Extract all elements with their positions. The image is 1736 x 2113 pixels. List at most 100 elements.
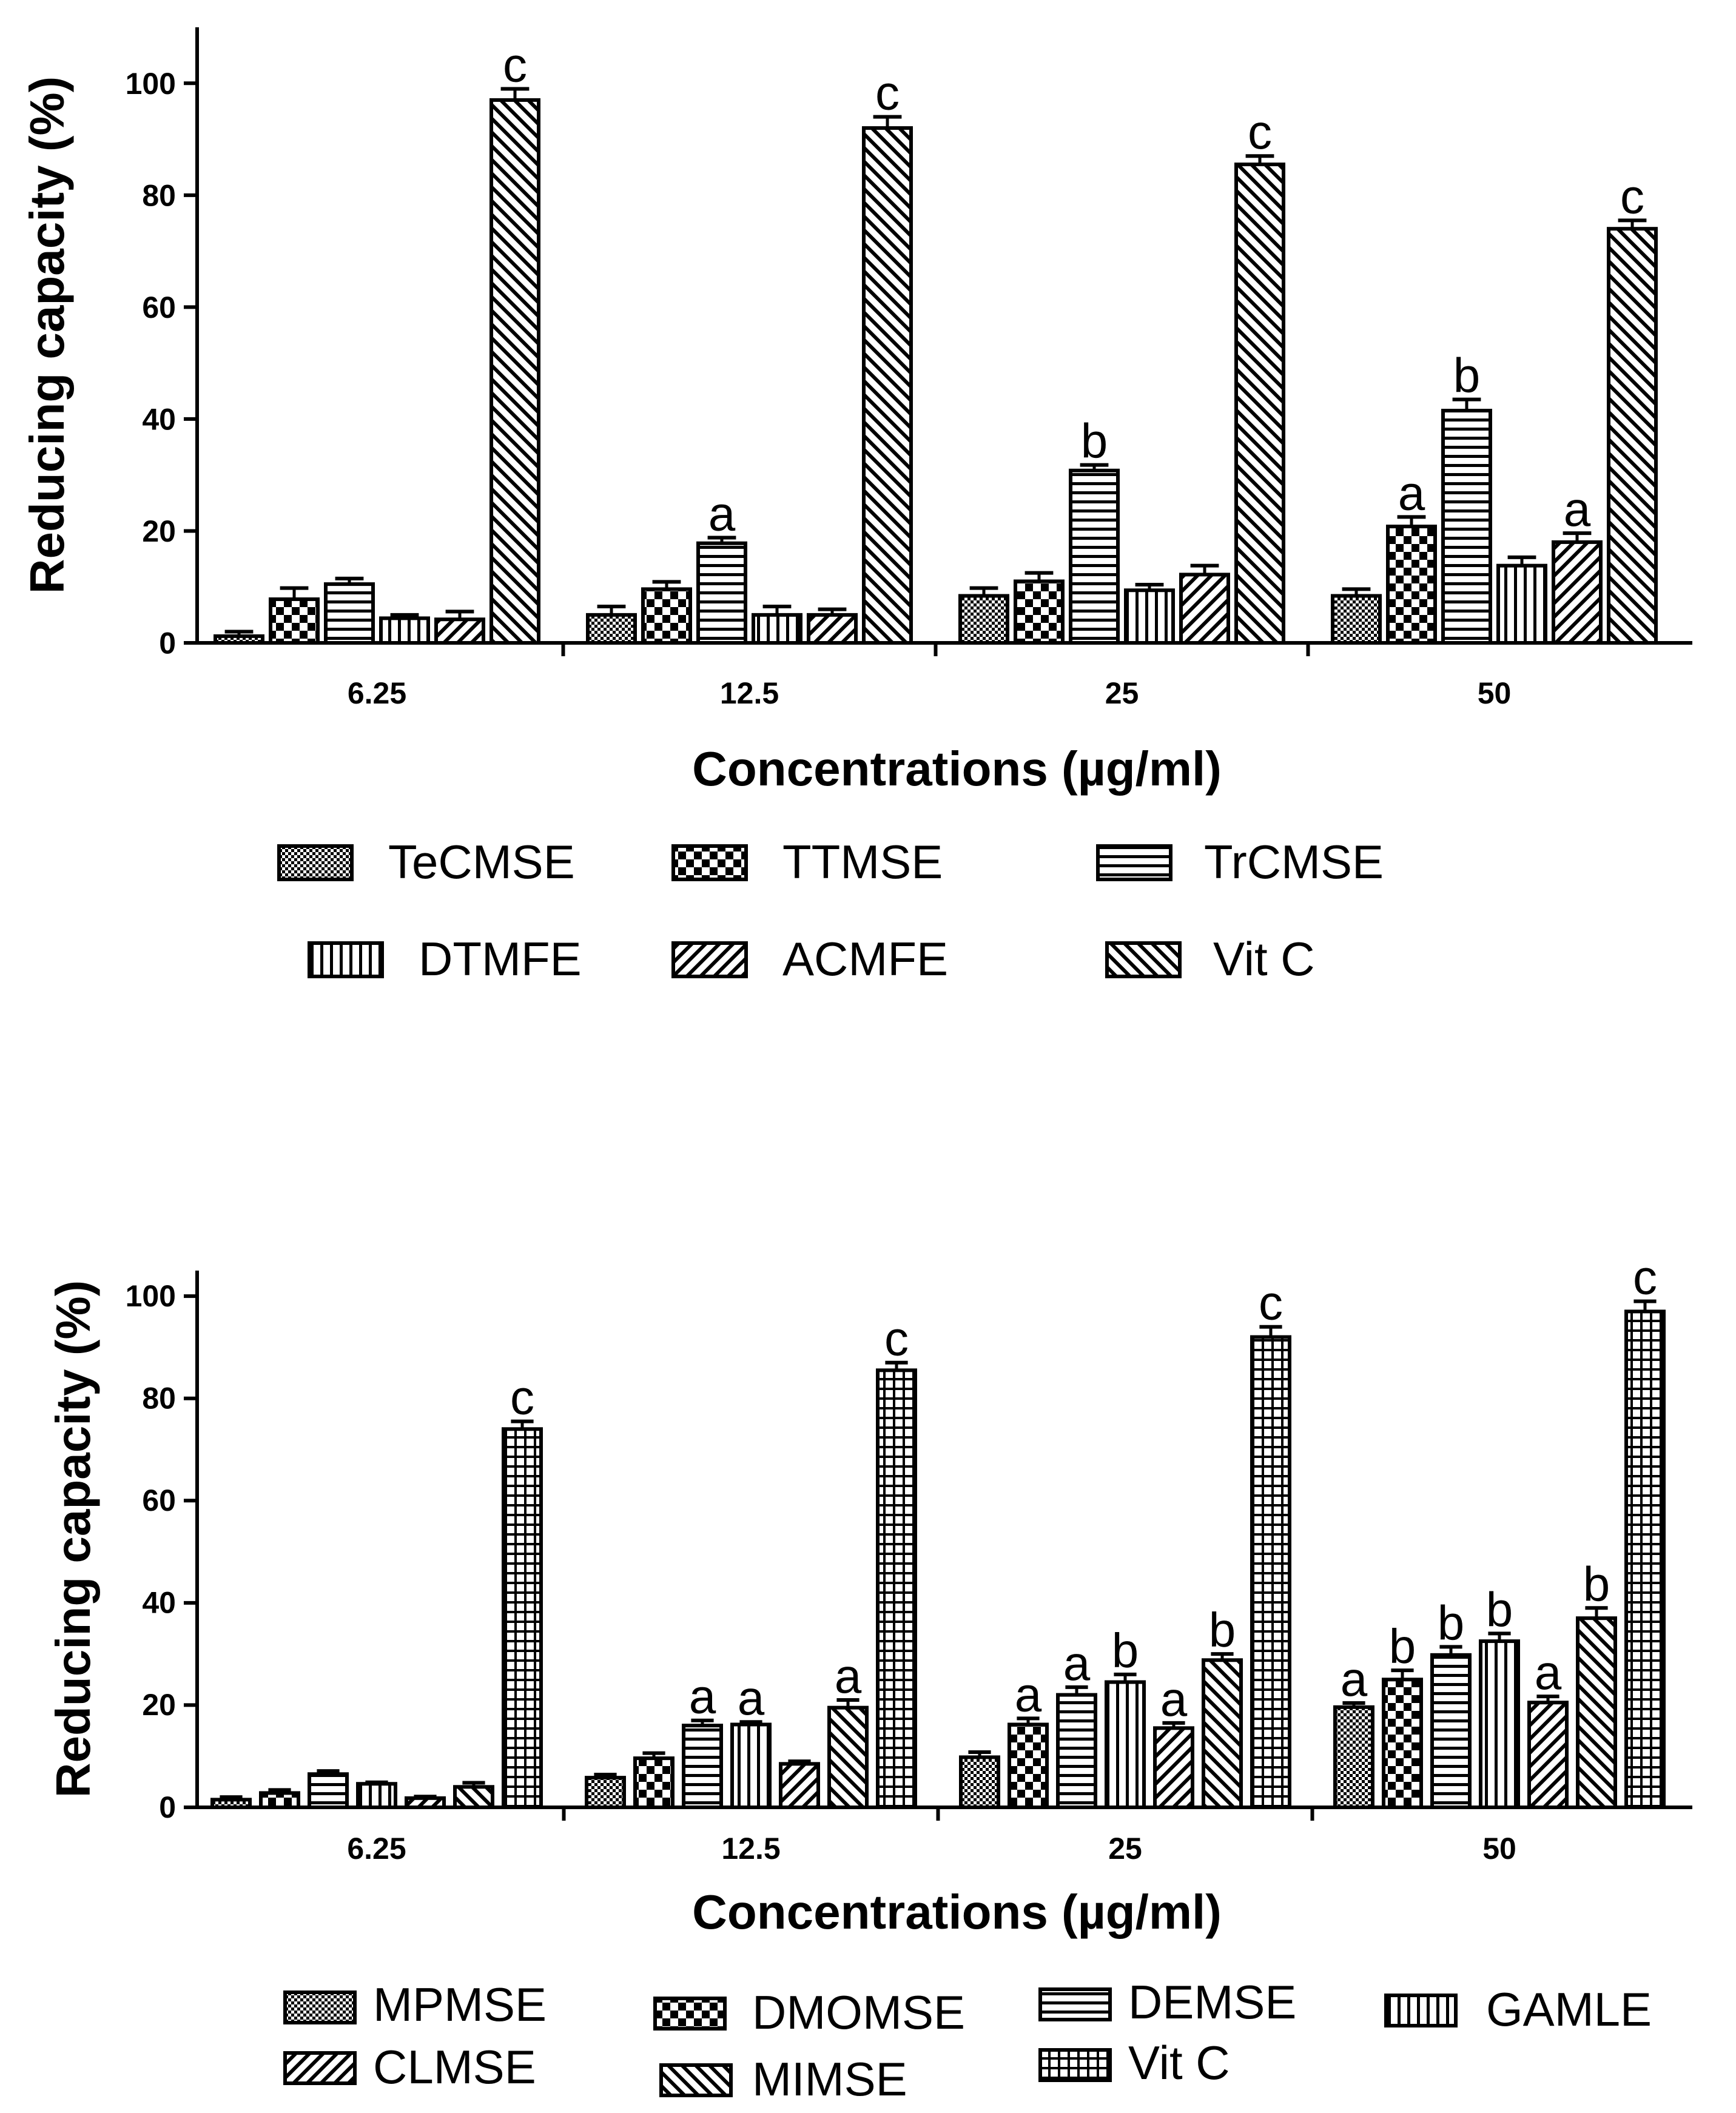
significance-label: c [884,1312,909,1366]
significance-label: c [1633,1251,1657,1305]
significance-label: a [1564,482,1591,536]
bar-dmomse [633,1756,675,1809]
bar-acmfe [1552,540,1603,645]
y-tick-label: 80 [142,1382,176,1416]
legend-label: MPMSE [373,1978,547,2031]
significance-label: a [1063,1636,1091,1690]
legend-swatch [1105,941,1182,978]
bar-dtmfe [1496,563,1547,645]
legend-label: DTMFE [419,932,582,986]
x-tick-label: 12.5 [721,1832,780,1866]
bar-gamle [356,1782,397,1809]
bar-tecmse [958,594,1009,645]
x-tick-label: 6.25 [348,676,406,710]
x-tick-label: 25 [1105,676,1139,710]
bar-mimse [1576,1616,1617,1809]
bar-vit-c [1250,1335,1291,1810]
bar-vit-c [876,1368,917,1810]
significance-label: a [738,1671,765,1725]
significance-label: a [1341,1652,1368,1706]
x-axis-title: Concentrations (µg/ml) [692,742,1222,796]
significance-label: b [1583,1557,1610,1611]
legend-label: Vit C [1213,932,1315,986]
significance-label: c [503,38,527,92]
x-tick-label: 50 [1478,676,1512,710]
bar-acmfe [1179,573,1230,645]
bar-dmomse [1382,1678,1423,1809]
y-tick-label: 0 [159,1790,176,1824]
y-tick-label: 20 [142,514,176,548]
bar-mpmse [1333,1705,1374,1810]
significance-label: b [1438,1596,1465,1650]
bar-clmse [405,1796,446,1810]
legend-swatch [308,941,384,978]
legend-swatch [671,844,748,881]
chart-top: 0 20 40 60 80 100 6.25 12.5 25 50 a a b b a c c c c Reducin… [20,27,1692,986]
legend-label: TTMSE [782,835,943,889]
legend-label: CLMSE [373,2040,536,2094]
significance-label: a [1160,1672,1188,1726]
legend-label: DMOMSE [752,1986,965,2039]
significance-label: b [1112,1624,1139,1678]
bar-trcmse [1441,409,1492,645]
legend-swatch [1038,2048,1112,2082]
bar-tecmse [586,613,637,645]
significance-label: c [1248,105,1272,159]
legend-swatch [1096,844,1172,881]
x-tick-label: 6.25 [347,1832,406,1866]
bar-vit-c [502,1427,543,1809]
bar-trcmse [1069,468,1120,645]
bar-acmfe [434,617,485,645]
legend-swatch [1038,1987,1112,2021]
bar-demse [308,1772,349,1810]
bar-clmse [779,1762,820,1810]
legend-swatch [653,1997,727,2031]
significance-label: a [835,1649,862,1703]
bar-clmse [1153,1726,1194,1810]
bar-trcmse [696,541,747,645]
bar-vit-c [862,126,913,645]
legend-swatch [671,941,748,978]
bar-dtmfe [752,613,802,645]
y-axis-title: Reducing capacity (%) [46,1280,100,1798]
y-tick-label: 100 [126,1279,176,1313]
bar-mimse [827,1705,869,1809]
bar-dmomse [259,1791,300,1809]
bar-vit-c [490,98,540,645]
bar-demse [682,1724,723,1809]
bar-gamle [1479,1639,1520,1810]
y-tick-label: 100 [126,67,176,101]
bar-trcmse [324,582,375,645]
x-tick-label: 25 [1108,1832,1142,1866]
bar-gamle [1105,1680,1146,1809]
bar-dmomse [1008,1722,1049,1809]
legend-label: Vit C [1128,2036,1230,2089]
bar-acmfe [807,613,858,645]
bar-mpmse [585,1776,626,1809]
bar-vit-c [1234,163,1285,645]
bar-demse [1430,1653,1472,1810]
bar-mimse [1202,1658,1243,1809]
y-tick-label: 60 [142,291,176,324]
bar-dtmfe [379,616,430,645]
significance-label: a [1535,1645,1562,1699]
significance-label: c [875,66,900,120]
significance-label: a [1398,466,1425,520]
bar-tecmse [214,634,264,645]
bar-demse [1056,1693,1097,1810]
x-axis-title: Concentrations (µg/ml) [692,1885,1222,1939]
significance-label: b [1081,414,1108,468]
significance-label: c [510,1371,534,1425]
y-tick-label: 40 [142,402,176,436]
legend-swatch [277,844,354,881]
bar-vit-c [1607,227,1658,645]
significance-label: a [689,1670,716,1724]
y-tick-label: 40 [142,1586,176,1620]
bar-vit-c [1624,1309,1666,1809]
legend-swatch [283,2051,357,2085]
legend-label: MIMSE [752,2052,907,2106]
bar-ttmse [269,597,320,645]
x-tick-label: 12.5 [720,676,779,710]
bar-mpmse [210,1798,252,1810]
